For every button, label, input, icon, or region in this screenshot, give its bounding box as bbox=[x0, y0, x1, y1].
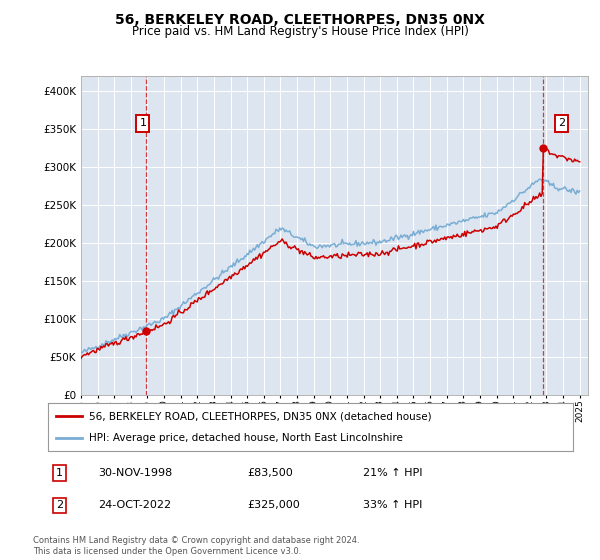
Text: £83,500: £83,500 bbox=[248, 468, 293, 478]
Text: 56, BERKELEY ROAD, CLEETHORPES, DN35 0NX (detached house): 56, BERKELEY ROAD, CLEETHORPES, DN35 0NX… bbox=[89, 411, 431, 421]
Text: £325,000: £325,000 bbox=[248, 501, 300, 510]
Text: 2: 2 bbox=[56, 501, 63, 510]
Text: 1: 1 bbox=[56, 468, 63, 478]
Text: HPI: Average price, detached house, North East Lincolnshire: HPI: Average price, detached house, Nort… bbox=[89, 433, 403, 443]
Text: 21% ↑ HPI: 21% ↑ HPI bbox=[363, 468, 422, 478]
Text: 24-OCT-2022: 24-OCT-2022 bbox=[98, 501, 171, 510]
Text: 30-NOV-1998: 30-NOV-1998 bbox=[98, 468, 172, 478]
Text: 2: 2 bbox=[557, 119, 565, 128]
Text: 56, BERKELEY ROAD, CLEETHORPES, DN35 0NX: 56, BERKELEY ROAD, CLEETHORPES, DN35 0NX bbox=[115, 13, 485, 27]
Text: 33% ↑ HPI: 33% ↑ HPI bbox=[363, 501, 422, 510]
Text: 1: 1 bbox=[139, 119, 146, 128]
Text: Contains HM Land Registry data © Crown copyright and database right 2024.
This d: Contains HM Land Registry data © Crown c… bbox=[33, 536, 359, 556]
Text: Price paid vs. HM Land Registry's House Price Index (HPI): Price paid vs. HM Land Registry's House … bbox=[131, 25, 469, 38]
